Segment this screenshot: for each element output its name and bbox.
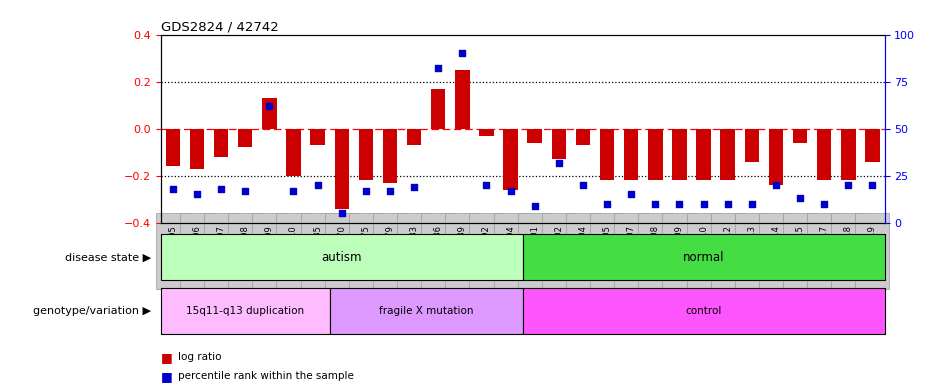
Bar bbox=[238, 129, 253, 147]
Point bbox=[237, 188, 253, 194]
Bar bbox=[329, 288, 522, 334]
Bar bbox=[359, 129, 373, 180]
Bar bbox=[793, 129, 807, 143]
Point bbox=[503, 188, 518, 194]
Bar bbox=[407, 129, 421, 145]
Text: disease state ▶: disease state ▶ bbox=[65, 252, 151, 262]
Point bbox=[407, 184, 422, 190]
Bar bbox=[161, 288, 329, 334]
Bar bbox=[190, 129, 204, 169]
Bar bbox=[769, 129, 783, 185]
Text: log ratio: log ratio bbox=[178, 352, 221, 362]
Point bbox=[166, 186, 181, 192]
Point bbox=[696, 201, 711, 207]
Bar bbox=[431, 89, 446, 129]
Bar bbox=[817, 129, 832, 180]
Bar bbox=[455, 70, 469, 129]
Point bbox=[841, 182, 856, 188]
Bar bbox=[721, 129, 735, 180]
Text: fragile X mutation: fragile X mutation bbox=[379, 306, 473, 316]
Bar bbox=[648, 129, 662, 180]
Bar bbox=[310, 129, 324, 145]
Text: control: control bbox=[686, 306, 722, 316]
Point bbox=[189, 192, 204, 198]
Text: ■: ■ bbox=[161, 370, 172, 383]
Point bbox=[600, 201, 615, 207]
Bar bbox=[480, 129, 494, 136]
Bar bbox=[335, 129, 349, 209]
Point bbox=[527, 203, 542, 209]
Text: 15q11-q13 duplication: 15q11-q13 duplication bbox=[186, 306, 305, 316]
Bar bbox=[522, 288, 885, 334]
Bar bbox=[673, 129, 687, 180]
Bar bbox=[841, 129, 855, 180]
Bar bbox=[600, 129, 614, 180]
Point bbox=[359, 188, 374, 194]
Point bbox=[286, 188, 301, 194]
Bar bbox=[383, 129, 397, 183]
Bar bbox=[262, 98, 276, 129]
Text: ■: ■ bbox=[161, 351, 172, 364]
Point bbox=[214, 186, 229, 192]
Point bbox=[768, 182, 783, 188]
Point bbox=[382, 188, 397, 194]
Point bbox=[552, 159, 567, 166]
Bar bbox=[624, 129, 639, 180]
Point bbox=[310, 182, 325, 188]
Point bbox=[648, 201, 663, 207]
Point bbox=[575, 182, 590, 188]
Text: normal: normal bbox=[683, 251, 725, 264]
Bar bbox=[161, 234, 522, 280]
Bar bbox=[522, 234, 885, 280]
Bar bbox=[576, 129, 590, 145]
Bar bbox=[696, 129, 710, 180]
Bar bbox=[528, 129, 542, 143]
Bar bbox=[552, 129, 566, 159]
Text: autism: autism bbox=[322, 251, 362, 264]
Text: genotype/variation ▶: genotype/variation ▶ bbox=[33, 306, 151, 316]
Point bbox=[865, 182, 880, 188]
Point bbox=[623, 192, 639, 198]
Point bbox=[745, 201, 760, 207]
Text: GDS2824 / 42742: GDS2824 / 42742 bbox=[161, 20, 278, 33]
Bar bbox=[287, 129, 301, 176]
Point bbox=[430, 65, 446, 71]
Bar bbox=[866, 129, 880, 162]
Bar bbox=[166, 129, 180, 166]
Point bbox=[672, 201, 687, 207]
Bar bbox=[214, 129, 228, 157]
Point bbox=[720, 201, 735, 207]
Point bbox=[479, 182, 494, 188]
Text: percentile rank within the sample: percentile rank within the sample bbox=[178, 371, 354, 381]
Point bbox=[262, 103, 277, 109]
Point bbox=[455, 50, 470, 56]
Bar bbox=[503, 129, 517, 190]
Point bbox=[816, 201, 832, 207]
Point bbox=[334, 210, 349, 217]
Bar bbox=[745, 129, 759, 162]
Point bbox=[793, 195, 808, 201]
